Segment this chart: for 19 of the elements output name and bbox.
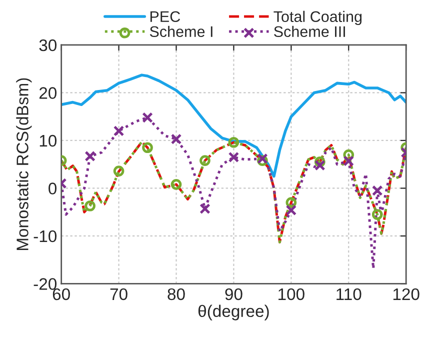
legend-label: Scheme I	[150, 26, 212, 38]
y-tick-label: -10	[34, 230, 57, 242]
y-tick-label: 10	[40, 134, 57, 147]
y-tick-label: 0	[48, 182, 57, 194]
y-tick-label: 30	[39, 39, 57, 52]
legend-label: Total Coating	[274, 10, 362, 26]
legend-label: PEC	[150, 11, 180, 22]
x-tick-label: 120	[393, 288, 420, 300]
x-tick-label: 100	[278, 288, 304, 300]
y-tick-label: 20	[39, 87, 57, 99]
x-tick-label: 90	[225, 288, 242, 300]
x-tick-label: 110	[336, 288, 362, 300]
x-tick-label: 60	[52, 288, 70, 300]
x-axis-title: θ(degree)	[198, 304, 269, 320]
x-tick-label: 80	[168, 288, 185, 300]
legend-label: Scheme III	[274, 26, 345, 38]
y-axis-title: Monostatic RCS(dBsm)	[16, 78, 32, 250]
y-tick-label: -20	[34, 278, 57, 290]
x-tick-label: 70	[110, 288, 128, 300]
